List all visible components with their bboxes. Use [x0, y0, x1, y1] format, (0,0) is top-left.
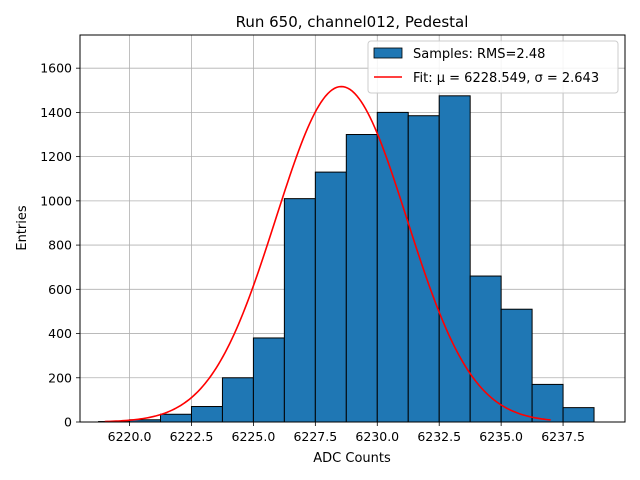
y-tick-label: 1400 [40, 105, 72, 120]
legend-swatch-samples [373, 47, 403, 59]
histogram-bar [438, 95, 471, 423]
y-tick-label: 400 [48, 326, 72, 341]
histogram-bar [531, 383, 564, 423]
x-tick-label: 6225.0 [232, 429, 276, 444]
legend-label-samples: Samples: RMS=2.48 [413, 47, 545, 62]
legend: Samples: RMS=2.48 Fit: μ = 6228.549, σ =… [367, 40, 619, 94]
x-tick-label: 6220.0 [108, 429, 152, 444]
y-tick-label: 1600 [40, 61, 72, 76]
histogram-bar [160, 413, 192, 423]
histogram-bar [345, 134, 378, 423]
fit-curve [104, 85, 551, 423]
histogram-bar [562, 407, 595, 423]
histogram-bar [500, 308, 533, 423]
x-axis-ticks: 6220.0 6222.5 6225.0 6227.5 6230.0 6232.5 6235… [108, 422, 585, 444]
x-tick-label: 6232.5 [417, 429, 461, 444]
x-tick-label: 6235.0 [479, 429, 523, 444]
y-tick-label: 800 [48, 238, 72, 253]
x-tick-label: 6222.5 [170, 429, 214, 444]
histogram-bar [376, 111, 409, 423]
y-tick-label: 0 [64, 415, 72, 430]
histogram-bar [252, 337, 285, 423]
y-axis-label: Entries [15, 205, 30, 251]
histogram-bar [314, 171, 347, 423]
histogram-bar [190, 406, 223, 423]
histogram-bars [98, 95, 595, 423]
x-tick-label: 6237.5 [541, 429, 585, 444]
y-tick-label: 600 [48, 282, 72, 297]
y-tick-label: 1000 [40, 193, 72, 208]
chart-title: Run 650, channel012, Pedestal [236, 13, 469, 31]
y-axis-ticks: 0 200 400 600 800 1000 1200 1400 1600 [40, 61, 80, 430]
legend-label-fit: Fit: μ = 6228.549, σ = 2.643 [413, 71, 599, 86]
y-tick-label: 200 [48, 370, 72, 385]
x-axis-label: ADC Counts [313, 451, 391, 466]
x-tick-label: 6230.0 [355, 429, 399, 444]
histogram-bar [221, 377, 254, 423]
legend-box [367, 40, 619, 94]
y-tick-label: 1200 [40, 149, 72, 164]
x-tick-label: 6227.5 [293, 429, 337, 444]
plot-frame [79, 34, 626, 423]
histogram-bar [283, 198, 316, 423]
histogram-bar [469, 275, 502, 423]
